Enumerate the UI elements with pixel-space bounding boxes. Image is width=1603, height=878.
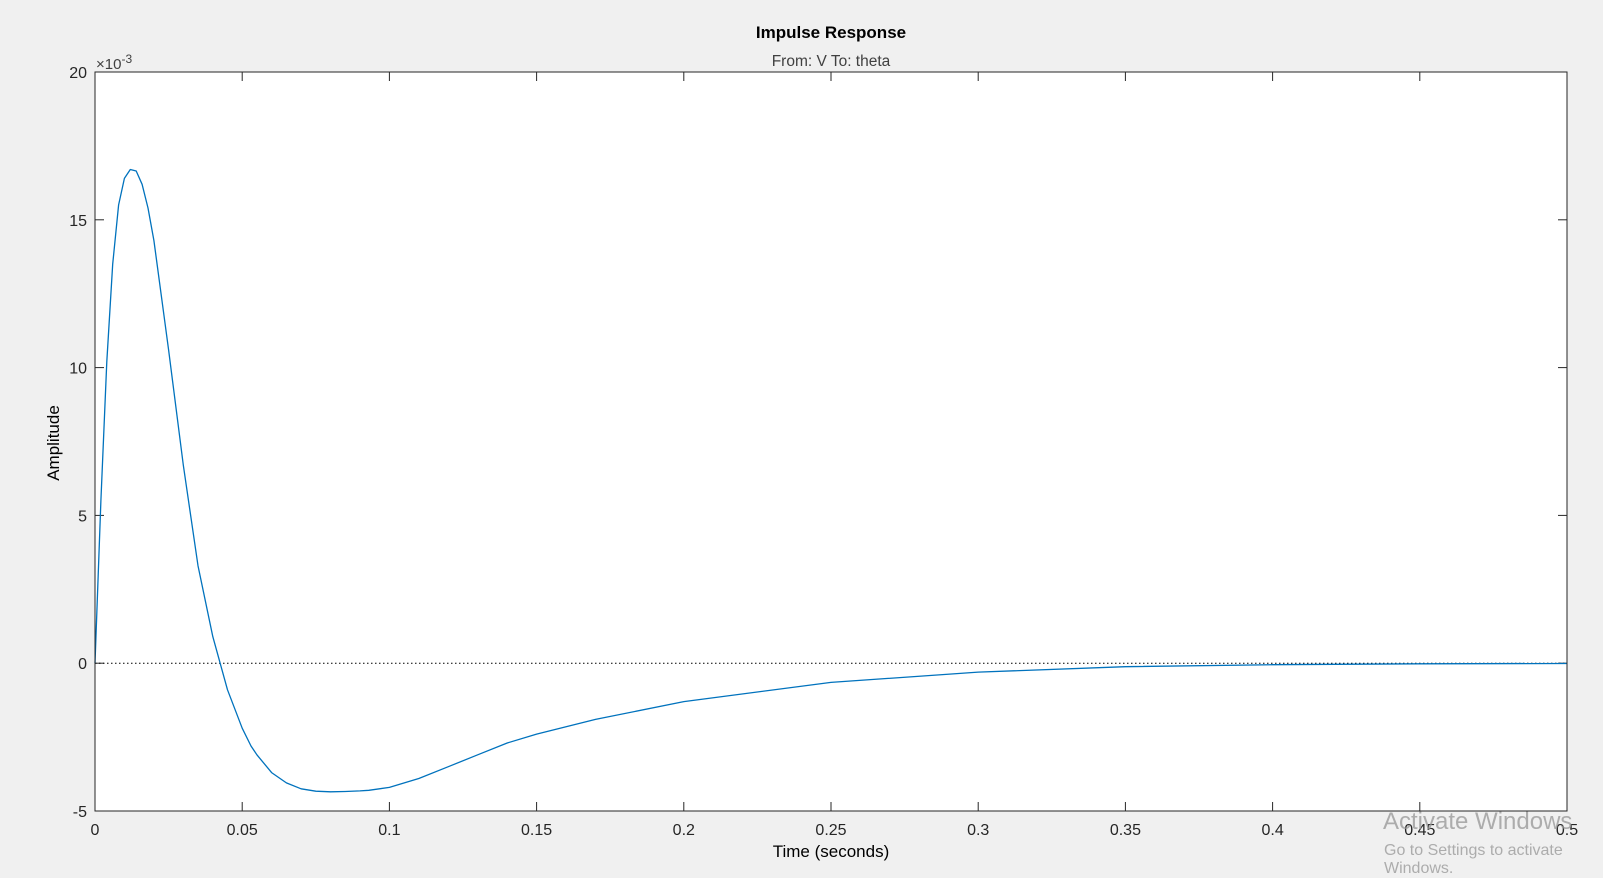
x-tick-label: 0.3 — [967, 822, 989, 839]
y-tick-label: 15 — [69, 213, 87, 230]
y-axis-ticks: -5 0 5 10 15 20 — [69, 65, 1567, 821]
x-tick-label: 0.25 — [815, 822, 846, 839]
x-tick-label: 0.4 — [1261, 822, 1283, 839]
y-tick-label: 0 — [78, 656, 87, 673]
chart-subtitle: From: V To: theta — [772, 53, 891, 70]
y-tick-label: 20 — [69, 65, 87, 82]
x-axis-label: Time (seconds) — [773, 842, 890, 861]
activate-windows-title: Activate Windows — [1383, 808, 1573, 835]
activate-windows-subtitle: Go to Settings to activate Windows. — [1384, 842, 1563, 877]
y-axis-label: Amplitude — [44, 405, 63, 481]
plot-frame — [94, 71, 1568, 812]
x-tick-label: 0 — [91, 822, 100, 839]
x-tick-label: 0.1 — [378, 822, 400, 839]
x-axis-ticks: 0 0.05 0.1 0.15 0.2 0.25 0.3 0.35 0.4 0.45 0.5 — [91, 72, 1578, 839]
chart-title: Impulse Response — [756, 23, 906, 42]
y-tick-label: 10 — [69, 361, 87, 378]
impulse-response-line — [94, 168, 1568, 793]
x-tick-label: 0.35 — [1110, 822, 1141, 839]
x-tick-label: 0.05 — [227, 822, 258, 839]
x-tick-label: 0.5 — [1556, 822, 1578, 839]
x-tick-label: 0.45 — [1404, 822, 1435, 839]
y-tick-label: -5 — [73, 804, 87, 821]
y-tick-label: 5 — [78, 508, 87, 525]
x-tick-label: 0.2 — [673, 822, 695, 839]
x-tick-label: 0.15 — [521, 822, 552, 839]
plot-area — [95, 72, 1567, 811]
y-exponent-label: ×10-3 — [96, 52, 132, 73]
